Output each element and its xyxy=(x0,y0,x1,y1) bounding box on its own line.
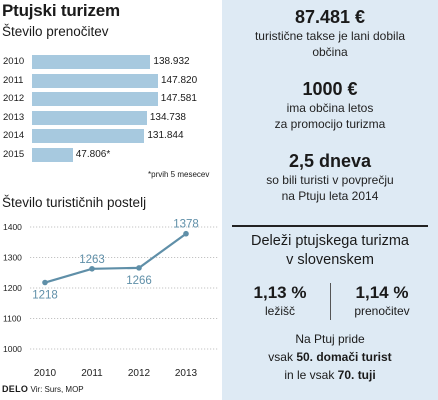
bar-row-2011: 2011 147.820 xyxy=(0,73,222,88)
fact-stay-value: 2,5 dneva xyxy=(288,151,372,171)
y-tick-label: 1100 xyxy=(3,314,22,324)
share-beds-pct: 1,13 % xyxy=(253,283,307,302)
x-tick-label: 2011 xyxy=(81,368,103,379)
fact-tax-value: 87.481 € xyxy=(294,7,366,27)
share-nights: 1,14 % prenočitev xyxy=(332,283,432,319)
bar-year-label: 2013 xyxy=(3,111,25,123)
fact-stay-text-1: so bili turisti v povprečju xyxy=(266,173,394,187)
shares-title-2: v slovenskem xyxy=(286,252,374,268)
bar xyxy=(32,148,73,162)
shares-title-1: Deleži ptujskega turizma xyxy=(251,233,409,249)
bar-value-label: 131.844 xyxy=(147,130,184,142)
x-tick-label: 2013 xyxy=(175,368,198,379)
y-tick-label: 1300 xyxy=(3,253,22,263)
fact-promotion-text-1: ima občina letos xyxy=(286,101,374,115)
bar-year-label: 2010 xyxy=(3,56,25,67)
footer: DELO Vir: Surs, MOP xyxy=(2,384,84,394)
bar-year-label: 2014 xyxy=(3,130,25,142)
fact-promotion-text-2: za promocijo turizma xyxy=(274,117,386,131)
data-label: 1266 xyxy=(126,275,152,287)
data-point xyxy=(183,230,189,237)
y-tick-label: 1200 xyxy=(3,283,22,293)
right-panel: 87.481 € turistične takse je lani dobila… xyxy=(222,0,438,400)
fact-stay: 2,5 dneva so bili turisti v povprečju na… xyxy=(222,150,438,204)
page-title: Ptujski turizem xyxy=(2,1,120,20)
x-tick-label: 2010 xyxy=(34,368,57,379)
bar-year-label: 2012 xyxy=(3,93,25,105)
data-label: 1218 xyxy=(32,290,58,302)
bar-row-2010: 2010 138.932 xyxy=(0,55,222,69)
data-label: 1378 xyxy=(173,219,199,231)
data-point xyxy=(42,279,48,286)
closing-line-2: vsak 50. domači turist xyxy=(222,348,438,366)
bar-value-label: 147.820 xyxy=(161,74,198,86)
fact-tax: 87.481 € turistične takse je lani dobila… xyxy=(222,6,438,60)
divider xyxy=(232,225,428,227)
data-label: 1263 xyxy=(79,254,105,266)
bar xyxy=(32,92,158,107)
y-tick-label: 1400 xyxy=(3,222,22,232)
share-beds-label: ležišč xyxy=(264,304,295,318)
overnight-subtitle: Število prenočitev xyxy=(2,24,109,39)
bar-row-2014: 2014 131.844 xyxy=(0,129,222,144)
share-separator xyxy=(330,283,331,320)
closing-line-1: Na Ptuj pride xyxy=(295,332,365,346)
closing-line-2-pre: vsak xyxy=(268,350,297,364)
closing-line-3-bold: 70. tuji xyxy=(337,368,376,382)
fact-tax-text-1: turistične takse je lani dobila xyxy=(254,29,406,43)
fact-promotion: 1000 € ima občina letos za promocijo tur… xyxy=(222,78,438,132)
bar xyxy=(32,129,145,144)
closing-line-2-bold: 50. domači turist xyxy=(296,350,392,364)
bar xyxy=(32,55,151,69)
bar-year-label: 2015 xyxy=(3,149,25,160)
data-point xyxy=(89,265,95,272)
bar-year-label: 2011 xyxy=(3,74,24,86)
closing-line-3: in le vsak 70. tuji xyxy=(222,366,438,384)
y-tick-label: 1000 xyxy=(3,344,22,354)
footer-source: Vir: Surs, MOP xyxy=(30,385,84,394)
bar-row-2012: 2012 147.581 xyxy=(0,92,222,107)
overnight-note: *prvih 5 mesecev xyxy=(148,170,210,179)
bar-value-label: 147.581 xyxy=(160,93,197,105)
share-nights-label: prenočitev xyxy=(354,304,410,318)
bar-value-label: 134.738 xyxy=(149,111,186,123)
bar xyxy=(32,110,147,125)
series-line xyxy=(44,232,187,284)
bar-row-2013: 2013 134.738 xyxy=(0,110,222,125)
fact-promotion-value: 1000 € xyxy=(302,79,358,99)
bar-value-label: 47.806* xyxy=(75,149,111,160)
bar-value-label: 138.932 xyxy=(153,56,190,67)
beds-subtitle: Število turističnih postelj xyxy=(2,195,147,210)
share-nights-pct: 1,14 % xyxy=(355,283,409,302)
shares-title: Deleži ptujskega turizma v slovenskem xyxy=(222,232,438,270)
bar xyxy=(32,73,158,88)
footer-brand: DELO xyxy=(2,384,29,394)
fact-stay-text-2: na Ptuju leta 2014 xyxy=(281,189,379,203)
fact-tax-text-2: občina xyxy=(312,45,348,59)
data-point xyxy=(136,265,142,271)
closing-text: Na Ptuj pride vsak 50. domači turist in … xyxy=(222,330,438,384)
left-panel: Ptujski turizem Število prenočitev 2010 1… xyxy=(0,1,222,394)
x-tick-label: 2012 xyxy=(128,368,151,379)
bar-row-2015: 2015 47.806* xyxy=(0,148,222,162)
share-beds: 1,13 % ležišč xyxy=(230,283,330,319)
closing-line-3-pre: in le vsak xyxy=(284,368,338,382)
beds-line-chart: 1400 1300 1200 1100 1000 1218 1263 1266 1378 2010… xyxy=(3,219,218,379)
